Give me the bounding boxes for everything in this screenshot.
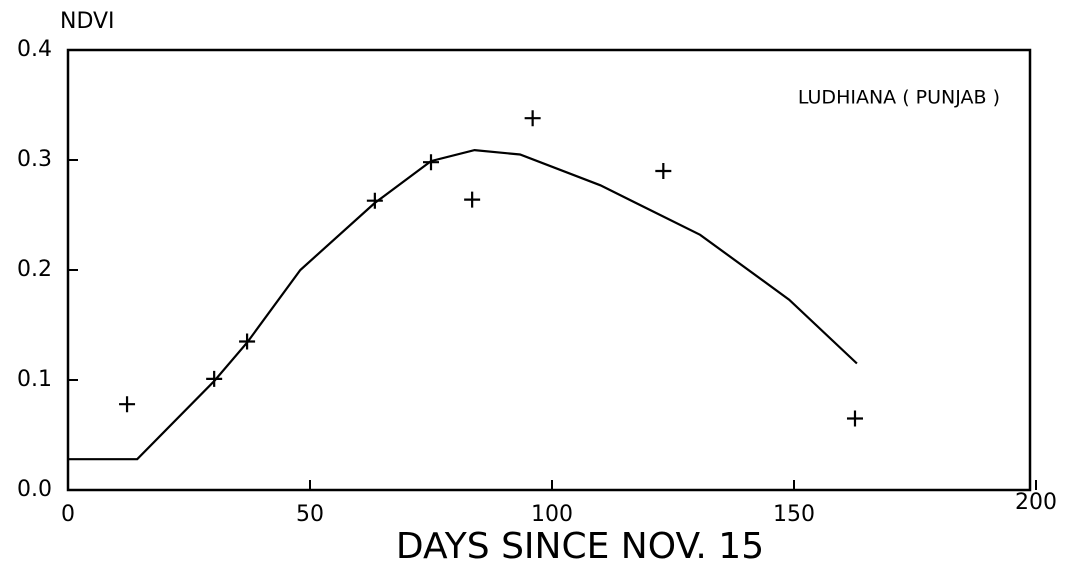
y-tick-label: 0.1: [17, 367, 52, 392]
y-axis-label: NDVI: [60, 9, 115, 34]
x-tick-label: 50: [296, 502, 324, 527]
x-tick-label: 0: [61, 502, 75, 527]
plus-marker: [846, 410, 863, 427]
plus-marker: [119, 396, 136, 413]
x-axis-label: DAYS SINCE NOV. 15: [396, 526, 764, 567]
plus-marker: [366, 192, 383, 209]
y-tick-label: 0.2: [17, 257, 52, 282]
y-tick-label: 0.4: [17, 37, 52, 62]
plus-marker: [524, 110, 541, 127]
plus-marker: [655, 163, 672, 179]
x-tick-label: 200: [1015, 490, 1057, 515]
plot-frame: [66, 48, 1032, 492]
annotation: LUDHIANA ( PUNJAB ): [798, 87, 1000, 109]
x-tick-label: 100: [531, 502, 573, 527]
y-tick-label: 0.3: [17, 147, 52, 172]
fit-line: [68, 148, 858, 461]
y-tick-label: 0.0: [17, 477, 52, 502]
x-tick-label: 150: [773, 502, 815, 527]
plus-marker: [206, 370, 223, 387]
plus-marker: [464, 191, 481, 208]
